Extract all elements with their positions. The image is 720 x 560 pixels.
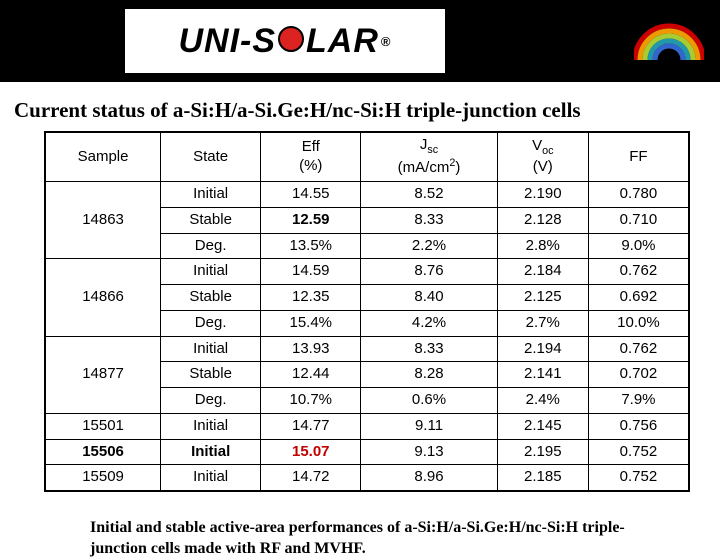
cell-jsc: 8.28 [361,362,497,388]
cell-eff: 13.5% [261,233,361,259]
cell-ff: 9.0% [588,233,688,259]
data-table-wrap: SampleStateEff(%)Jsc(mA/cm2)Voc(V)FF 148… [44,131,690,492]
data-table: SampleStateEff(%)Jsc(mA/cm2)Voc(V)FF 148… [45,132,689,491]
table-row: 14866Initial14.598.762.1840.762 [46,259,689,285]
cell-state: Initial [161,465,261,491]
column-header: Jsc(mA/cm2) [361,133,497,182]
brand-name-right: LAR [306,22,379,61]
cell-eff: 12.35 [261,285,361,311]
cell-eff: 14.55 [261,182,361,208]
cell-voc: 2.195 [497,439,588,465]
cell-voc: 2.125 [497,285,588,311]
cell-voc: 2.194 [497,336,588,362]
cell-eff: 14.77 [261,413,361,439]
cell-eff: 12.44 [261,362,361,388]
cell-voc: 2.185 [497,465,588,491]
cell-ff: 0.756 [588,413,688,439]
cell-eff: 12.59 [261,207,361,233]
cell-eff: 13.93 [261,336,361,362]
cell-voc: 2.4% [497,388,588,414]
cell-jsc: 4.2% [361,310,497,336]
cell-sample: 14877 [46,336,161,413]
cell-jsc: 9.11 [361,413,497,439]
cell-ff: 0.780 [588,182,688,208]
cell-state: Initial [161,259,261,285]
cell-state: Initial [161,413,261,439]
rainbow-icon [634,16,704,70]
sun-dot-icon [278,26,304,52]
cell-ff: 7.9% [588,388,688,414]
column-header: Eff(%) [261,133,361,182]
cell-eff: 14.72 [261,465,361,491]
cell-voc: 2.7% [497,310,588,336]
cell-jsc: 0.6% [361,388,497,414]
table-row: 15501Initial14.779.112.1450.756 [46,413,689,439]
cell-jsc: 8.96 [361,465,497,491]
registered-mark: ® [381,34,392,49]
cell-jsc: 2.2% [361,233,497,259]
cell-voc: 2.141 [497,362,588,388]
cell-state: Deg. [161,388,261,414]
cell-jsc: 8.33 [361,207,497,233]
column-header: FF [588,133,688,182]
cell-ff: 0.752 [588,465,688,491]
cell-eff: 14.59 [261,259,361,285]
cell-eff: 15.4% [261,310,361,336]
cell-voc: 2.184 [497,259,588,285]
cell-jsc: 8.33 [361,336,497,362]
cell-ff: 0.692 [588,285,688,311]
cell-eff: 10.7% [261,388,361,414]
caption: Initial and stable active-area performan… [90,518,660,560]
table-row: 15506Initial15.079.132.1950.752 [46,439,689,465]
brand-name-left: UNI-S [178,22,276,61]
cell-voc: 2.190 [497,182,588,208]
cell-jsc: 8.52 [361,182,497,208]
cell-state: Stable [161,362,261,388]
cell-jsc: 8.76 [361,259,497,285]
cell-state: Deg. [161,310,261,336]
column-header: Voc(V) [497,133,588,182]
brand-logo: UNI-S LAR ® [125,9,445,73]
cell-sample: 15501 [46,413,161,439]
cell-ff: 0.702 [588,362,688,388]
cell-ff: 0.752 [588,439,688,465]
cell-eff: 15.07 [261,439,361,465]
header-banner: UNI-S LAR ® [0,0,720,82]
table-row: 15509Initial14.728.962.1850.752 [46,465,689,491]
cell-ff: 0.762 [588,259,688,285]
cell-voc: 2.8% [497,233,588,259]
cell-state: Initial [161,182,261,208]
cell-voc: 2.128 [497,207,588,233]
table-row: 14863Initial14.558.522.1900.780 [46,182,689,208]
cell-jsc: 9.13 [361,439,497,465]
cell-state: Stable [161,207,261,233]
cell-state: Initial [161,439,261,465]
cell-state: Deg. [161,233,261,259]
cell-voc: 2.145 [497,413,588,439]
cell-sample: 15506 [46,439,161,465]
cell-sample: 15509 [46,465,161,491]
cell-ff: 10.0% [588,310,688,336]
column-header: State [161,133,261,182]
cell-state: Initial [161,336,261,362]
table-row: 14877Initial13.938.332.1940.762 [46,336,689,362]
cell-jsc: 8.40 [361,285,497,311]
cell-state: Stable [161,285,261,311]
cell-sample: 14866 [46,259,161,336]
cell-ff: 0.762 [588,336,688,362]
page-title: Current status of a-Si:H/a-Si.Ge:H/nc-Si… [0,82,720,131]
cell-ff: 0.710 [588,207,688,233]
column-header: Sample [46,133,161,182]
cell-sample: 14863 [46,182,161,259]
